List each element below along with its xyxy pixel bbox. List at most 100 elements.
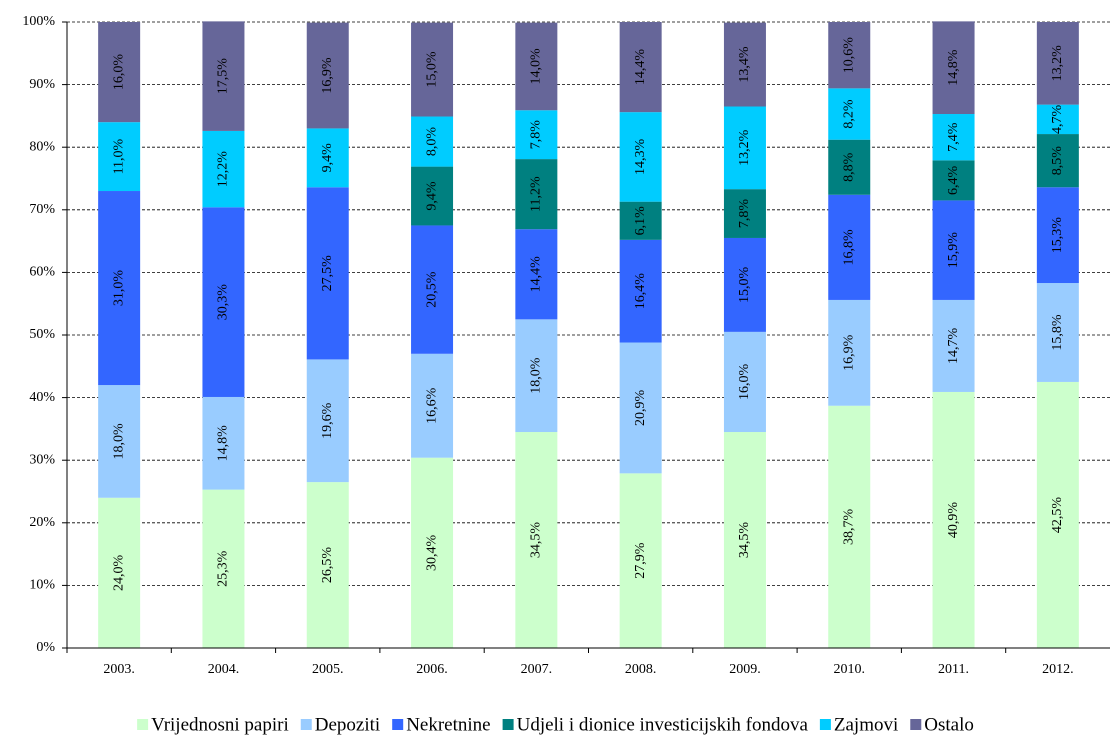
data-label: 15,0% bbox=[424, 51, 439, 88]
y-tick-label: 20% bbox=[29, 515, 55, 530]
data-label: 14,4% bbox=[633, 49, 648, 86]
x-tick-label: 2005. bbox=[312, 662, 344, 677]
bar-segment bbox=[306, 187, 349, 360]
data-label: 18,0% bbox=[529, 357, 544, 394]
data-label: 42,5% bbox=[1050, 497, 1065, 534]
bar-segment bbox=[202, 21, 245, 131]
data-label: 4,7% bbox=[1050, 104, 1065, 134]
bar-segment bbox=[619, 342, 662, 474]
bar-segment bbox=[619, 201, 662, 240]
bar-segment bbox=[515, 110, 558, 160]
bar-segment bbox=[98, 191, 141, 386]
bar-segment bbox=[828, 22, 871, 89]
x-tick-label: 2007. bbox=[521, 662, 553, 677]
bar-segment bbox=[515, 229, 558, 320]
data-label: 14,8% bbox=[216, 425, 231, 462]
data-label: 14,7% bbox=[946, 328, 961, 365]
bar-segment bbox=[98, 497, 141, 648]
bar-segment bbox=[411, 457, 454, 648]
bar-segment bbox=[828, 194, 871, 300]
legend-label: Depoziti bbox=[315, 714, 380, 735]
bar-segment bbox=[723, 237, 766, 332]
bar-segment bbox=[411, 116, 454, 167]
legend-swatch bbox=[300, 719, 312, 730]
x-tick-label: 2006. bbox=[416, 662, 448, 677]
y-tick-label: 0% bbox=[36, 640, 55, 655]
bar-segment bbox=[515, 432, 558, 648]
bar-segment bbox=[1036, 187, 1079, 284]
data-label: 8,2% bbox=[841, 99, 856, 129]
legend-swatch bbox=[137, 719, 149, 730]
bar-segment bbox=[1036, 104, 1079, 135]
bar-segment bbox=[828, 405, 871, 648]
bar-segment bbox=[411, 353, 454, 458]
data-label: 14,0% bbox=[529, 48, 544, 85]
data-label: 30,3% bbox=[216, 284, 231, 321]
data-label: 20,5% bbox=[424, 271, 439, 308]
x-tick-label: 2011. bbox=[938, 662, 969, 677]
x-tick-label: 2009. bbox=[729, 662, 761, 677]
data-label: 6,4% bbox=[946, 165, 961, 195]
bar-segment bbox=[932, 299, 975, 392]
data-label: 19,6% bbox=[320, 402, 335, 439]
legend-swatch bbox=[502, 719, 514, 730]
data-label: 38,7% bbox=[841, 508, 856, 545]
bar-segment bbox=[202, 396, 245, 490]
bar-segment bbox=[932, 391, 975, 648]
bar-segment bbox=[723, 22, 766, 107]
bar-segment bbox=[1036, 381, 1079, 648]
data-label: 18,0% bbox=[111, 423, 126, 460]
legend-label: Vrijednosni papiri bbox=[151, 714, 289, 735]
data-label: 26,5% bbox=[320, 547, 335, 584]
y-tick-label: 40% bbox=[29, 390, 55, 405]
bar-segment bbox=[723, 331, 766, 433]
bar-segment bbox=[98, 385, 141, 498]
bar-segment bbox=[411, 22, 454, 117]
y-tick-label: 70% bbox=[29, 202, 55, 217]
data-label: 14,3% bbox=[633, 138, 648, 175]
data-label: 8,5% bbox=[1050, 146, 1065, 176]
bar-segment bbox=[306, 128, 349, 188]
data-label: 40,9% bbox=[946, 502, 961, 539]
bar-segment bbox=[619, 473, 662, 648]
data-label: 30,4% bbox=[424, 534, 439, 571]
legend-label: Nekretnine bbox=[406, 714, 490, 735]
data-label: 34,5% bbox=[529, 522, 544, 559]
data-label: 16,0% bbox=[111, 54, 126, 91]
bar-segment bbox=[306, 22, 349, 129]
bar-segment bbox=[515, 159, 558, 230]
bar-segment bbox=[515, 319, 558, 433]
x-tick-label: 2012. bbox=[1042, 662, 1074, 677]
bar-segment bbox=[932, 21, 975, 115]
bar-segment bbox=[98, 122, 141, 192]
legend-label: Udjeli i dionice investicijskih fondova bbox=[517, 714, 809, 735]
bar-segment bbox=[828, 299, 871, 406]
bar-segment bbox=[619, 239, 662, 343]
bar-segment bbox=[202, 207, 245, 397]
y-tick-label: 50% bbox=[29, 327, 55, 342]
bar-segment bbox=[515, 22, 558, 111]
data-label: 13,4% bbox=[737, 46, 752, 83]
bar-segment bbox=[723, 189, 766, 238]
data-label: 13,2% bbox=[1050, 45, 1065, 82]
bar-segment bbox=[619, 112, 662, 202]
legend-label: Zajmovi bbox=[834, 714, 898, 735]
data-label: 27,5% bbox=[320, 255, 335, 292]
bar-segment bbox=[828, 139, 871, 195]
data-label: 34,5% bbox=[737, 522, 752, 559]
x-tick-label: 2003. bbox=[103, 662, 135, 677]
data-label: 9,4% bbox=[320, 143, 335, 173]
data-label: 15,9% bbox=[946, 232, 961, 269]
data-label: 6,1% bbox=[633, 206, 648, 236]
data-label: 16,9% bbox=[320, 57, 335, 94]
y-tick-label: 100% bbox=[22, 14, 55, 29]
x-tick-label: 2008. bbox=[625, 662, 657, 677]
data-label: 27,9% bbox=[633, 542, 648, 579]
data-label: 15,0% bbox=[737, 267, 752, 304]
bar-segment bbox=[828, 88, 871, 140]
data-label: 17,5% bbox=[216, 58, 231, 95]
legend-swatch bbox=[819, 719, 831, 730]
data-label: 9,4% bbox=[424, 181, 439, 211]
data-label: 20,9% bbox=[633, 390, 648, 427]
